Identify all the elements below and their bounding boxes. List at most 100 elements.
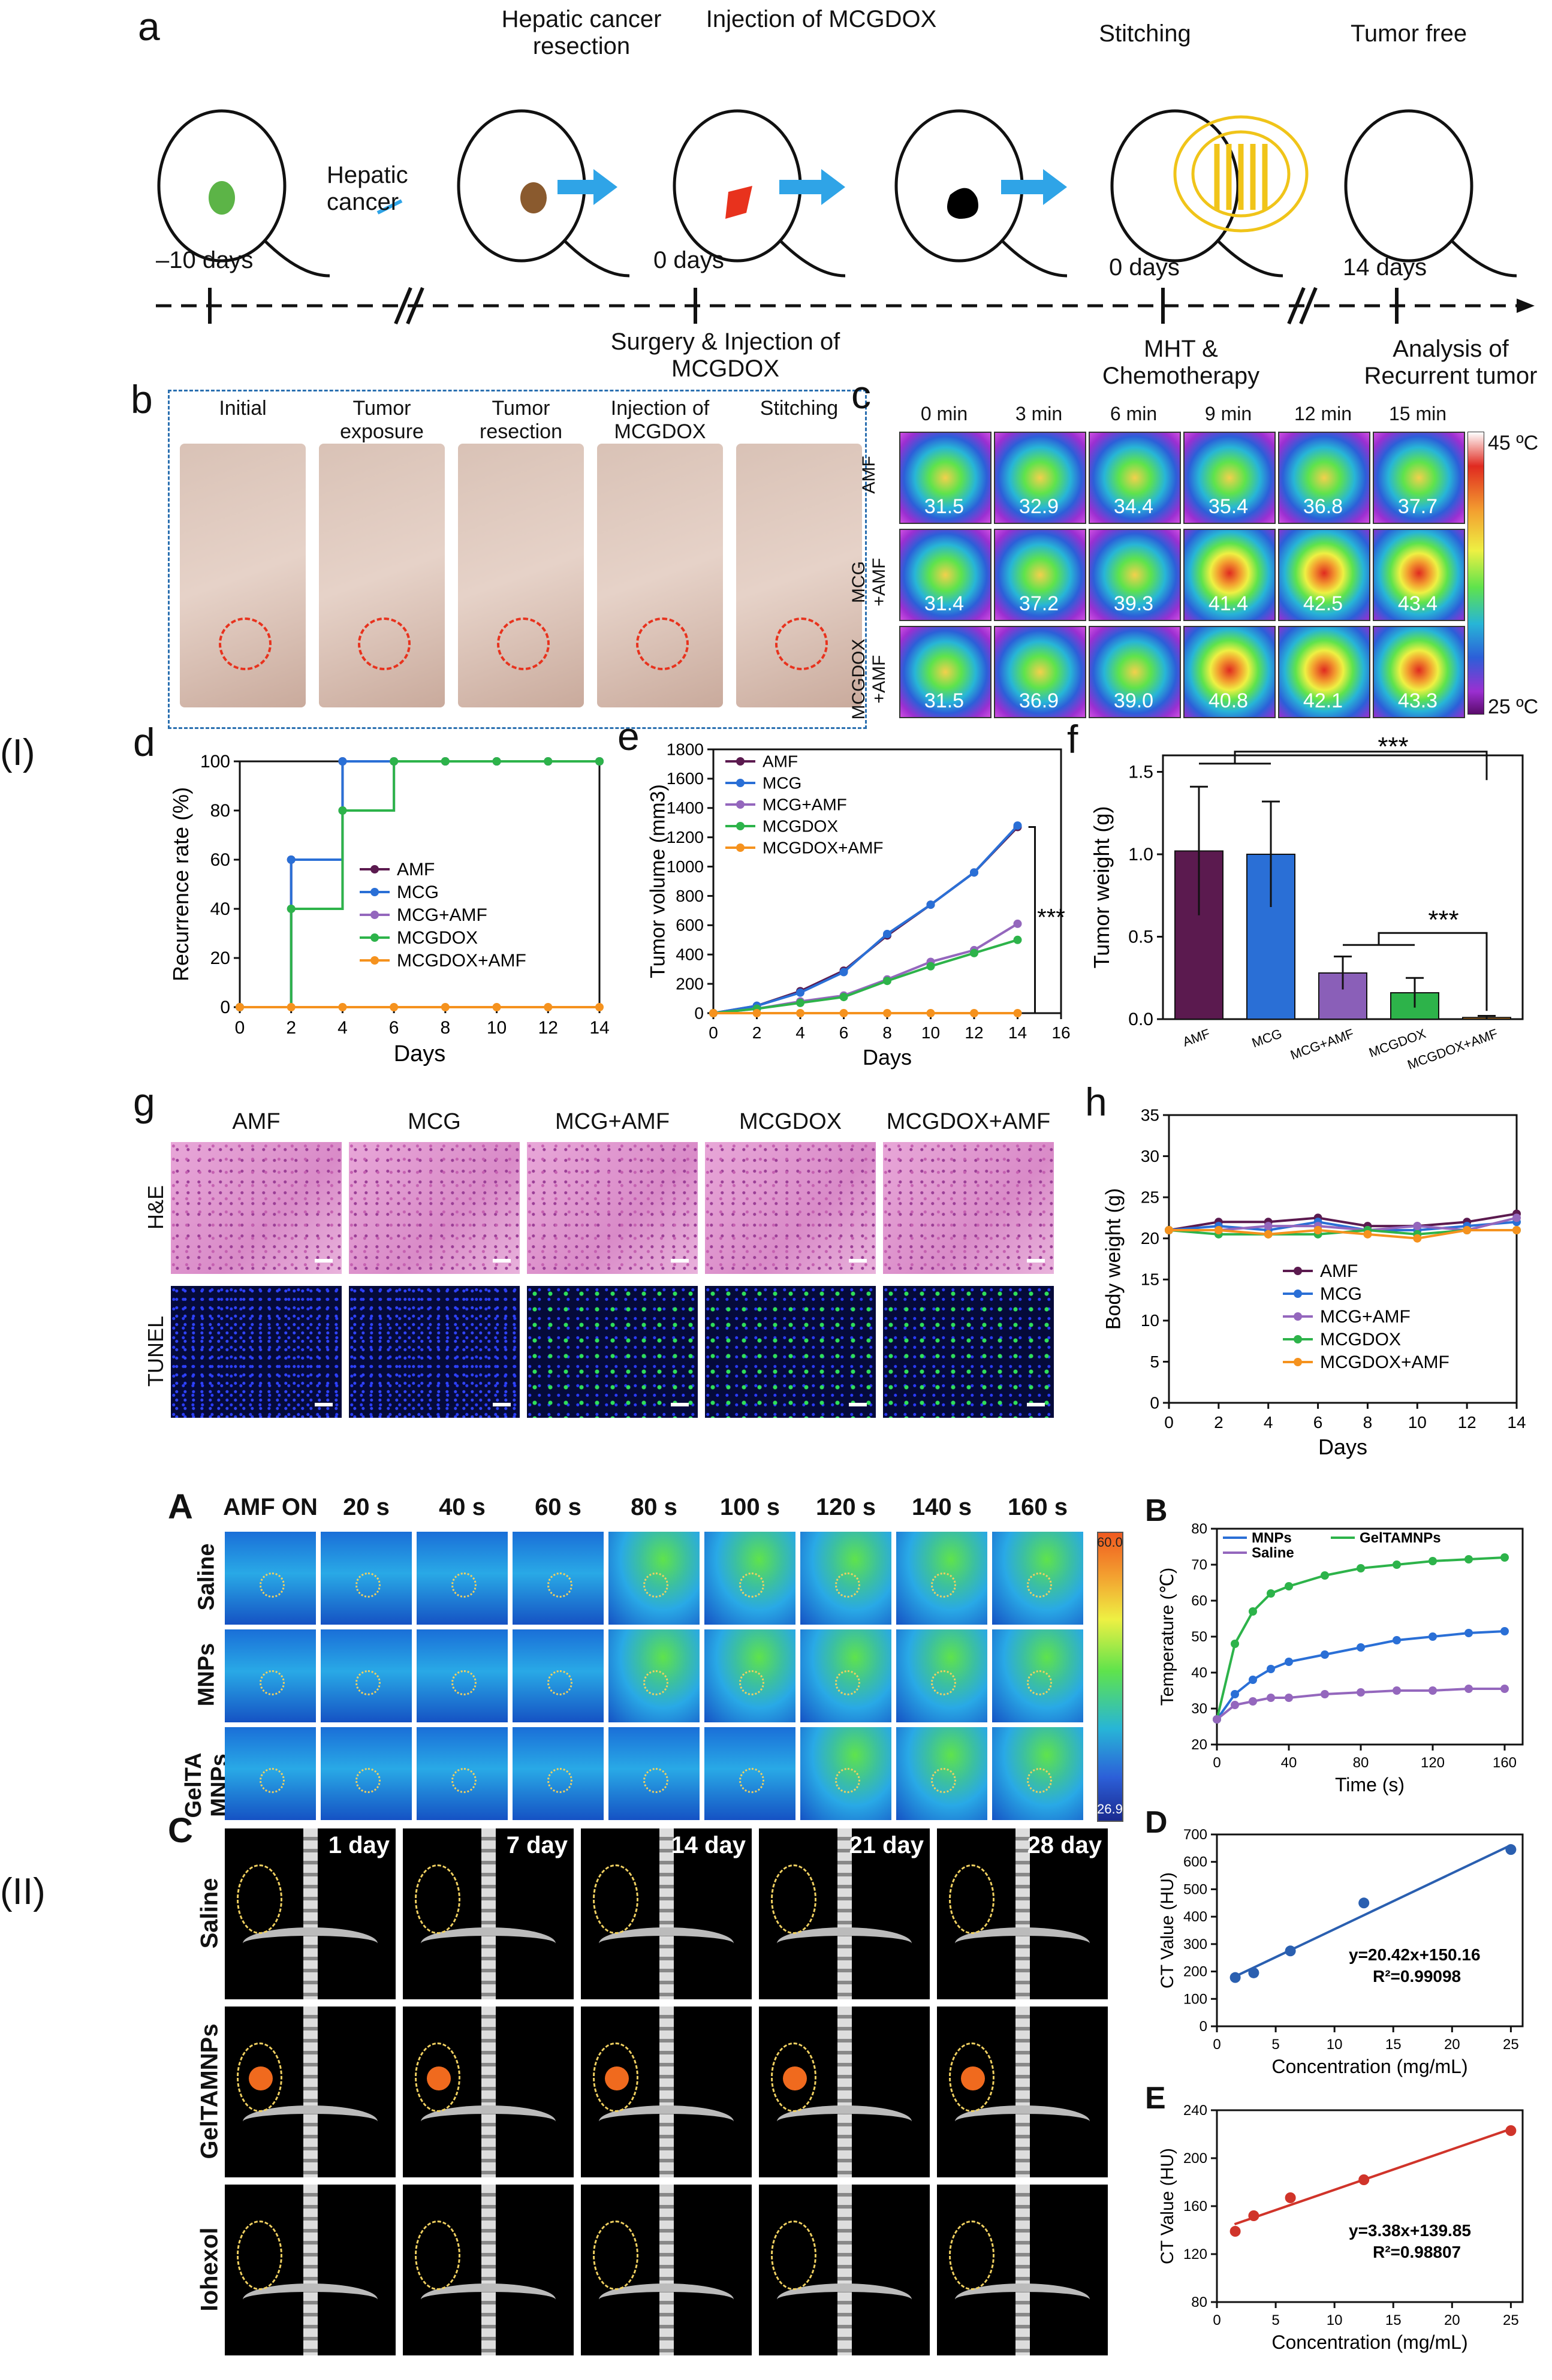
scale-bar	[315, 1259, 333, 1263]
data-point	[752, 1009, 761, 1017]
data-point	[1500, 1553, 1509, 1562]
spine-icon	[303, 1828, 318, 1999]
thermal-image	[1089, 432, 1181, 524]
y-axis-label: CT Value (HU)	[1158, 1872, 1177, 1989]
data-point	[1285, 1694, 1293, 1702]
thermal-value: 43.3	[1397, 689, 1438, 712]
thermal-value: 37.7	[1397, 495, 1438, 518]
step-resection: Hepatic cancer resection	[501, 6, 662, 59]
he-stain-image	[349, 1142, 520, 1274]
roi-ellipse-icon	[415, 2221, 460, 2290]
thermal-value: 41.4	[1208, 592, 1249, 615]
data-point	[492, 757, 501, 766]
plot-frame	[1216, 2109, 1524, 2303]
data-point	[1229, 2226, 1241, 2237]
g-column-title-2: MCG+AMF	[554, 1109, 670, 1134]
y-tick-label: 800	[676, 887, 704, 905]
data-point	[839, 993, 848, 1002]
legend-marker	[370, 911, 379, 919]
data-point	[1500, 1685, 1509, 1693]
C-time-2: 14 day	[671, 1832, 746, 1858]
x-axis-label: Days	[1318, 1435, 1367, 1459]
data-point	[1264, 1222, 1273, 1231]
x-tick-label: 0	[1213, 2036, 1220, 2053]
legend-label: MCG+AMF	[1320, 1307, 1411, 1327]
roi-ellipse-icon	[949, 2221, 995, 2290]
pointer-arrow-icon	[376, 199, 403, 215]
y-tick-label: 80	[1191, 1521, 1207, 1537]
y-axis-label: Tumor weight (g)	[1089, 806, 1114, 969]
legend-marker	[370, 888, 379, 896]
panel-a-schematic	[156, 109, 1535, 325]
scale-bar	[849, 1259, 867, 1263]
fit-equation: y=20.42x+150.16	[1349, 1945, 1481, 1964]
tumor-circle-icon	[775, 617, 828, 670]
data-point	[1013, 935, 1022, 944]
step-injection: Injection of MCGDOX	[706, 6, 937, 32]
tunel-stain-image	[349, 1286, 520, 1418]
series-line-MCGDOX	[713, 938, 1018, 1014]
y-tick-label: 400	[676, 945, 704, 964]
pelvis-icon	[421, 2105, 556, 2138]
y-tick-label: 200	[1183, 1964, 1207, 1980]
legend-label: MCG	[763, 773, 801, 792]
y-axis-label: Body weight (g)	[1102, 1188, 1125, 1330]
x-tick-label: 10	[1408, 1413, 1427, 1432]
legend-marker	[1294, 1312, 1302, 1321]
tunel-stain-image	[705, 1286, 876, 1418]
data-point	[492, 1003, 501, 1011]
roi-circle-icon	[643, 1767, 668, 1793]
chart-E: 0 5 10 15 20 25 80 120 160 200 240 Concentration (m…	[1158, 2102, 1524, 2353]
thermal-image	[899, 626, 992, 718]
thermal-value: 36.8	[1303, 495, 1343, 518]
scale-bar	[1027, 1259, 1045, 1263]
b-column-title-4: Stitching	[760, 397, 839, 420]
legend-marker	[736, 843, 745, 852]
tumor-circle-icon	[636, 617, 689, 670]
y-tick-label: 100	[1183, 1991, 1207, 2007]
C-time-1: 7 day	[506, 1832, 568, 1858]
data-point	[1267, 1694, 1275, 1702]
roi-circle-icon	[547, 1670, 572, 1695]
data-point	[390, 757, 399, 766]
pelvis-icon	[599, 2283, 734, 2316]
colorbar-max: 45 ºC	[1488, 432, 1539, 454]
y-tick-label: 0	[1200, 2019, 1207, 2035]
legend-marker	[736, 800, 745, 809]
roi-ellipse-icon	[237, 2042, 282, 2112]
C-row-label-2: Iohexol	[196, 2227, 223, 2312]
panel-label-d: d	[133, 720, 155, 764]
x-tick-label: MCG+AMF	[1288, 1026, 1356, 1062]
roi-circle-icon	[547, 1572, 572, 1598]
x-tick-label: 0	[1164, 1413, 1174, 1432]
legend-marker	[736, 779, 745, 787]
series-line-MCGDOX+AMF	[1169, 1228, 1517, 1240]
y-tick-label: 160	[1183, 2198, 1207, 2215]
y-tick-label: 1.5	[1128, 763, 1153, 782]
implant-icon	[427, 2066, 451, 2090]
thermal-value: 32.9	[1018, 495, 1059, 518]
data-point	[1013, 821, 1022, 830]
data-point	[796, 998, 804, 1007]
data-point	[1321, 1690, 1329, 1698]
thermal-image	[899, 432, 992, 524]
data-point	[1248, 1967, 1259, 1978]
x-tick-label: 10	[921, 1023, 940, 1042]
roi-circle-icon	[1027, 1767, 1052, 1793]
x-tick-label: 2	[1214, 1413, 1223, 1432]
roi-circle-icon	[931, 1670, 956, 1695]
y-tick-label: 1000	[667, 857, 704, 876]
x-tick-label: MCG	[1250, 1026, 1284, 1050]
thermal-image	[994, 432, 1086, 524]
thermal-image	[1089, 626, 1181, 718]
data-point	[1512, 1226, 1521, 1234]
panel-label-c: c	[851, 372, 871, 417]
fit-r2: R²=0.98807	[1373, 2243, 1461, 2261]
roi-circle-icon	[451, 1572, 477, 1598]
plot-frame	[1168, 1114, 1518, 1404]
thermal-image	[899, 529, 992, 621]
data-point	[338, 1003, 347, 1011]
data-point	[287, 1003, 296, 1011]
roi-ellipse-icon	[593, 1864, 638, 1934]
y-tick-label: 1.0	[1128, 845, 1153, 864]
